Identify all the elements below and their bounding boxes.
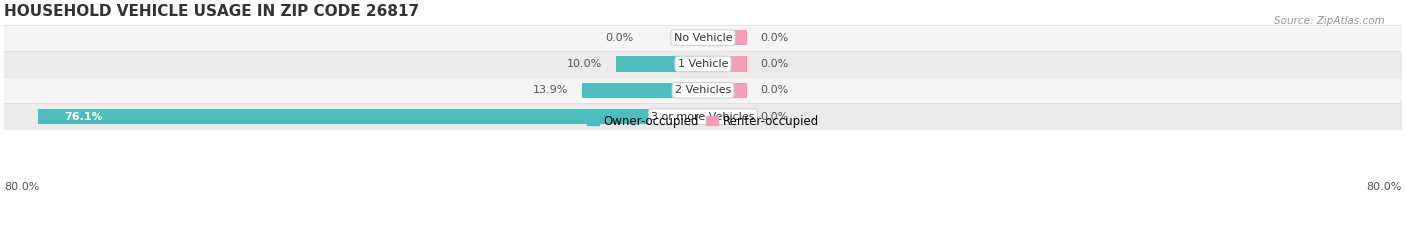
Text: Source: ZipAtlas.com: Source: ZipAtlas.com (1274, 16, 1385, 26)
Bar (703, 109, 747, 124)
Text: 80.0%: 80.0% (1367, 182, 1402, 192)
Bar (582, 83, 703, 98)
Bar (703, 30, 747, 45)
Bar (4, 51, 1402, 77)
Bar (4, 25, 1402, 51)
Bar (4, 77, 1402, 103)
Text: 0.0%: 0.0% (759, 85, 787, 95)
Text: 2 Vehicles: 2 Vehicles (675, 85, 731, 95)
Text: 10.0%: 10.0% (567, 59, 603, 69)
Bar (38, 109, 703, 124)
Text: HOUSEHOLD VEHICLE USAGE IN ZIP CODE 26817: HOUSEHOLD VEHICLE USAGE IN ZIP CODE 2681… (4, 4, 419, 19)
Bar (616, 56, 703, 72)
Text: 0.0%: 0.0% (759, 33, 787, 43)
Text: 0.0%: 0.0% (759, 112, 787, 122)
Text: 13.9%: 13.9% (533, 85, 568, 95)
Text: 0.0%: 0.0% (759, 59, 787, 69)
Text: 0.0%: 0.0% (605, 33, 633, 43)
Legend: Owner-occupied, Renter-occupied: Owner-occupied, Renter-occupied (582, 110, 824, 132)
Text: 3 or more Vehicles: 3 or more Vehicles (651, 112, 755, 122)
Bar (703, 83, 747, 98)
Text: 80.0%: 80.0% (4, 182, 39, 192)
Text: No Vehicle: No Vehicle (673, 33, 733, 43)
Bar (703, 56, 747, 72)
Text: 76.1%: 76.1% (65, 112, 103, 122)
Text: 1 Vehicle: 1 Vehicle (678, 59, 728, 69)
Bar (4, 103, 1402, 130)
